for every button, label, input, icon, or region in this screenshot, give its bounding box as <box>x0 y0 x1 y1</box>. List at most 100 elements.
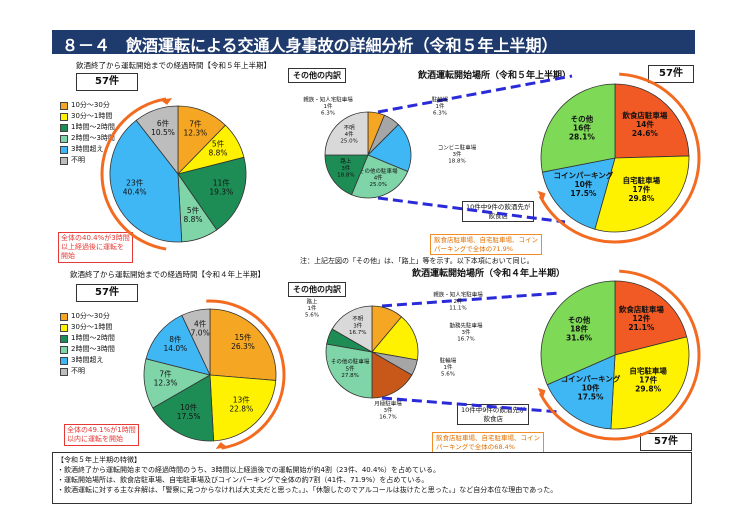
data-label: コンビニ駐車場 <box>438 143 477 151</box>
data-label: 28.1% <box>569 133 596 142</box>
data-label: 1件 <box>324 102 333 110</box>
pie-slice <box>143 358 212 409</box>
data-label: 5件 <box>187 205 200 215</box>
pie-slice <box>209 374 277 442</box>
data-label: その他 <box>571 114 594 124</box>
data-label: 15件 <box>234 332 252 342</box>
legend-swatch <box>60 101 68 110</box>
data-label: 17.5% <box>177 412 201 421</box>
data-label: 40.4% <box>123 188 147 197</box>
bottom-note-place-r5: 10件中9件の飲酒先が 飲食店 <box>462 201 535 222</box>
data-label: 月極駐車場 <box>374 399 402 407</box>
pie-slice <box>176 124 245 175</box>
data-label: その他の駐車場 <box>331 358 370 366</box>
data-label: コインパーキング <box>554 170 614 180</box>
pie-slice <box>324 154 369 196</box>
page-title: ８－４ 飲酒運転による交通人身事故の詳細分析（令和５年上半期） <box>62 36 558 55</box>
data-label: 18.8% <box>448 159 465 165</box>
footnote: 注：上記左図の「その他」は、「路上」等を示す。以下本項において同じ。 <box>300 257 534 265</box>
legend-item: 30分～1時間 <box>60 322 115 333</box>
data-label: 17件 <box>639 374 657 384</box>
callout-line <box>377 74 573 114</box>
callout-line <box>381 291 561 308</box>
features-line: ・飲酒終了から運転開始までの経過時間のうち、3時間以上経過後での運転開始が約4割… <box>57 466 441 474</box>
pie-slice <box>152 374 215 442</box>
pie-other-r4: 親族・知人宅駐車場2件11.1%勤務先駐車場3件16.7%駐輪場1件5.6%月極… <box>305 290 483 420</box>
pie-slice <box>371 351 418 376</box>
data-label: 8.8% <box>209 148 228 157</box>
pie-slice <box>371 316 419 361</box>
data-label: 3件 <box>341 164 350 172</box>
legend-item: 不明 <box>60 155 115 166</box>
legend-item: 2時間～3時間 <box>60 344 115 355</box>
legend-swatch <box>60 367 68 376</box>
data-label: 12.3% <box>154 379 178 388</box>
data-label: 勤務先駐車場 <box>449 321 483 329</box>
arrow-head-icon <box>215 442 228 450</box>
bottom-note-place-r4: 10件中9件の飲酒先が 飲食店 <box>457 404 530 425</box>
data-label: 31.6% <box>566 334 593 343</box>
pie-slice <box>614 280 688 356</box>
data-label: 6.3% <box>433 111 447 117</box>
data-label: 16.7% <box>379 415 396 421</box>
data-label: 12件 <box>632 313 650 323</box>
data-label: 16.7% <box>349 330 366 336</box>
count-box-time-r4: 57件 <box>76 284 138 302</box>
legend-swatch <box>60 323 68 332</box>
data-label: 5件 <box>346 364 355 372</box>
data-label: 6.3% <box>321 111 335 117</box>
data-label: 22.8% <box>229 405 253 414</box>
data-label: 自宅駐車場 <box>623 175 661 185</box>
data-label: 17.5% <box>578 392 605 401</box>
arrow-head-icon <box>160 97 173 105</box>
data-label: 10件 <box>180 402 198 412</box>
data-label: 飲食店駐車場 <box>621 110 667 120</box>
features-line: ・飲酒運転に対する主な弁解は、「警察に見つからなければ大丈夫だと思った。」、「休… <box>57 486 558 494</box>
data-label: 1件 <box>444 363 453 371</box>
data-label: 駐輪場 <box>432 95 449 103</box>
data-label: 路上 <box>340 157 352 165</box>
data-label: 29.8% <box>628 194 655 203</box>
count-box-place-r4: 57件 <box>640 433 692 451</box>
data-label: 5.6% <box>441 372 455 378</box>
count-box-place-r5: 57件 <box>648 65 694 83</box>
legend-item: 10分～30分 <box>60 100 115 111</box>
data-label: 26.3% <box>231 342 255 351</box>
data-label: 4件 <box>374 174 383 182</box>
data-label: 7件 <box>189 119 202 129</box>
other-label-r4: その他の内訳 <box>288 282 346 297</box>
pie-slice <box>325 343 373 399</box>
data-label: 7件 <box>159 369 172 379</box>
emphasis-arc <box>206 299 286 450</box>
legend-item: 30分～1時間 <box>60 111 115 122</box>
legend-item: 1時間～2時間 <box>60 122 115 133</box>
chart-title-place-r4: 飲酒運転開始場所（令和４年上半期） <box>412 269 566 279</box>
data-label: 29.8% <box>635 384 662 393</box>
data-label: その他 <box>568 315 591 325</box>
data-label: 21.1% <box>628 323 655 332</box>
data-label: 1件 <box>436 102 445 110</box>
data-label: 3件 <box>353 321 362 329</box>
data-label: 14件 <box>636 119 654 129</box>
pie-slice <box>145 314 211 376</box>
pie-slice <box>371 305 403 354</box>
data-label: 25.0% <box>340 139 357 145</box>
other-label-r5: その他の内訳 <box>288 68 346 83</box>
pie-slice <box>109 119 183 243</box>
chart-caption-time-r4: 飲酒終了から運転開始までの経過時間【令和４年上半期】 <box>70 270 265 279</box>
pie-slice <box>546 354 616 430</box>
pie-slice <box>351 154 409 199</box>
pie-slice <box>367 111 385 156</box>
data-label: 11.1% <box>449 306 466 312</box>
pie-slice <box>135 105 179 176</box>
data-label: その他の駐車場 <box>359 167 398 175</box>
data-label: 10.5% <box>151 128 175 137</box>
legend-time-r4: 10分～30分 30分～1時間 1時間～2時間 2時間～3時間 3時間超え 不明 <box>60 311 115 377</box>
emphasis-arc <box>538 72 701 244</box>
legend-time-r5: 10分～30分 30分～1時間 1時間～2時間 2時間～3時間 3時間超え 不明 <box>60 100 115 166</box>
pie-slice <box>326 328 373 353</box>
arrow-head-icon <box>537 387 546 399</box>
data-label: 3件 <box>453 150 462 158</box>
data-label: 4件 <box>345 130 354 138</box>
